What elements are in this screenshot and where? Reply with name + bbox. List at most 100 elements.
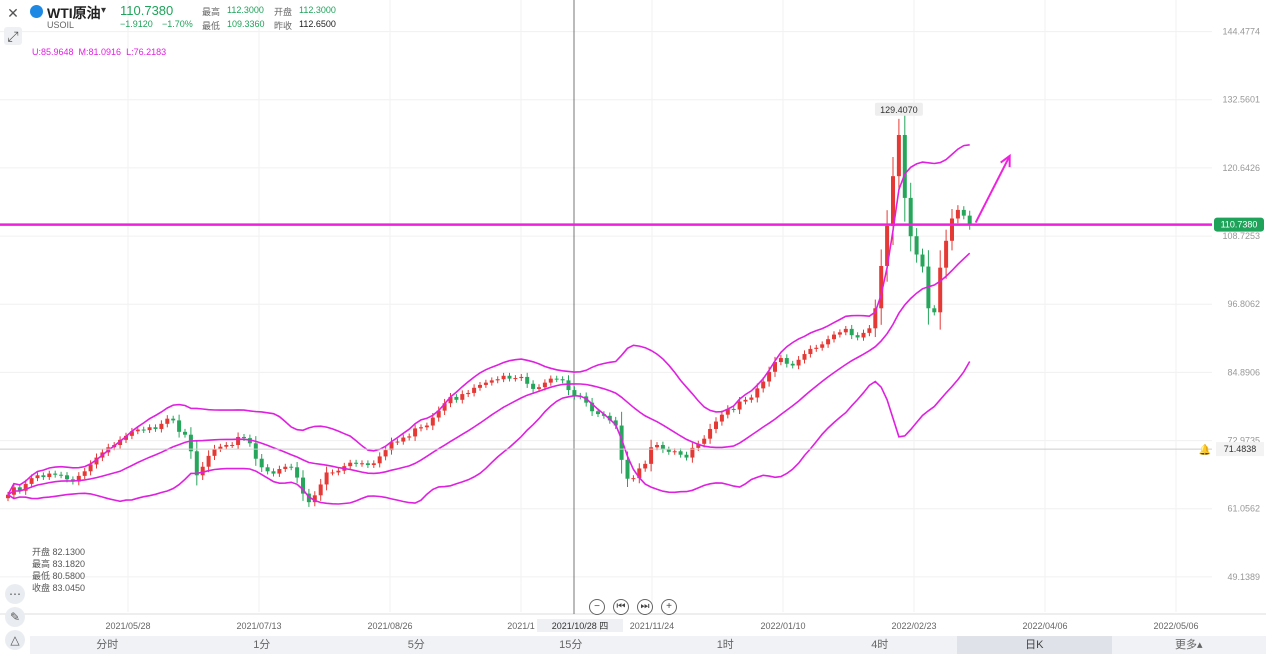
- candle: [389, 437, 394, 455]
- candle-body: [855, 335, 860, 338]
- candle-body: [932, 308, 937, 313]
- y-tick-label: 108.7253: [1222, 231, 1260, 241]
- candle: [41, 472, 46, 480]
- pencil-icon[interactable]: ✎: [5, 607, 25, 627]
- candle-body: [896, 134, 901, 177]
- scroll-end-icon[interactable]: ⏭: [637, 599, 653, 615]
- candle-body: [183, 431, 187, 435]
- candle: [873, 299, 878, 338]
- candle: [365, 460, 370, 468]
- caret-down-icon[interactable]: ▾: [101, 5, 107, 16]
- candle-body: [253, 443, 258, 459]
- candle-body: [525, 376, 530, 384]
- triangle-tool-icon[interactable]: △: [5, 630, 25, 650]
- candle-body: [354, 462, 359, 464]
- scroll-start-icon[interactable]: ⏮: [613, 599, 629, 615]
- timeframe-0[interactable]: 分时: [96, 639, 119, 651]
- candle: [566, 375, 571, 396]
- prev-close-label: 昨收: [274, 21, 293, 31]
- y-tick-label: 96.8062: [1227, 299, 1260, 309]
- candle: [944, 229, 949, 279]
- candle: [483, 379, 488, 388]
- candle-body: [413, 428, 418, 437]
- candle-body: [696, 443, 701, 448]
- high-value: 112.3000: [227, 5, 264, 15]
- candle-body: [29, 478, 34, 484]
- candle: [460, 390, 465, 404]
- candle: [725, 405, 730, 419]
- candle-body: [967, 215, 972, 225]
- draw-tool-icon[interactable]: ⤢: [4, 27, 22, 45]
- timeframe-5[interactable]: 4时: [871, 639, 889, 651]
- candle-body: [767, 371, 772, 382]
- candle: [17, 484, 22, 494]
- candle-body: [76, 475, 81, 482]
- candle-body: [637, 468, 642, 479]
- candle: [684, 451, 689, 461]
- candle: [914, 228, 919, 263]
- candle: [560, 376, 565, 384]
- candle: [849, 324, 854, 340]
- candle-body: [961, 209, 966, 216]
- candle-body: [861, 332, 866, 338]
- symbol-logo-icon: [30, 5, 43, 18]
- candle-body: [336, 470, 341, 473]
- candle-body: [324, 472, 329, 485]
- candle-body: [867, 328, 872, 333]
- candle-body: [478, 384, 482, 388]
- candle: [76, 472, 81, 486]
- candle-body: [590, 402, 595, 412]
- candle: [802, 350, 807, 364]
- timeframe-6[interactable]: 日K: [957, 636, 1112, 654]
- price-change: −1.9120: [120, 19, 153, 29]
- timeframe-4[interactable]: 1时: [716, 639, 734, 651]
- candle-body: [218, 446, 223, 449]
- ohlc-high: 最高 83.1820: [32, 559, 86, 569]
- candle-body: [513, 378, 518, 380]
- candle: [637, 463, 642, 484]
- timeframe-2[interactable]: 5分: [407, 639, 425, 651]
- candle: [660, 441, 665, 453]
- candle: [53, 470, 58, 478]
- zoom-in-icon[interactable]: +: [661, 599, 677, 615]
- candle-body: [401, 437, 406, 442]
- timeframe-1[interactable]: 1分: [253, 639, 271, 651]
- candle: [165, 415, 170, 428]
- y-tick-label: 144.4774: [1222, 27, 1260, 37]
- indicator-tool-icon[interactable]: ⋯: [5, 584, 25, 604]
- close-icon[interactable]: ✕: [7, 4, 19, 21]
- timeframe-7[interactable]: 更多▴: [1174, 639, 1203, 651]
- candle: [472, 384, 477, 397]
- candle-body: [843, 328, 848, 333]
- candle-body: [224, 444, 229, 447]
- candle: [259, 453, 264, 473]
- candle-body: [495, 379, 500, 381]
- candle: [236, 432, 241, 450]
- candle: [531, 380, 536, 393]
- candle: [932, 305, 937, 316]
- candle: [147, 424, 152, 434]
- timeframe-3[interactable]: 15分: [559, 639, 583, 651]
- prev-close-value: 112.6500: [299, 19, 336, 29]
- candle-body: [460, 394, 465, 400]
- candle-body: [47, 473, 52, 478]
- candle: [354, 459, 359, 467]
- candle: [218, 443, 223, 452]
- candle: [832, 331, 836, 343]
- candle: [395, 438, 400, 446]
- candle: [289, 463, 294, 471]
- candle-body: [147, 427, 152, 431]
- candle-body: [41, 475, 46, 478]
- candle-body: [920, 254, 925, 267]
- candle: [118, 436, 123, 449]
- bell-icon: 🔔: [1199, 444, 1211, 456]
- candle: [47, 470, 52, 480]
- symbol-title[interactable]: WTI原油: [47, 5, 101, 21]
- zoom-out-icon[interactable]: −: [589, 599, 605, 615]
- candle: [59, 471, 64, 479]
- candle-body: [65, 475, 69, 480]
- candle: [224, 442, 229, 450]
- candle: [153, 424, 158, 432]
- timeframe-bar: 分时 1分 5分 15分 1时 4时 日K 更多▴: [30, 636, 1266, 654]
